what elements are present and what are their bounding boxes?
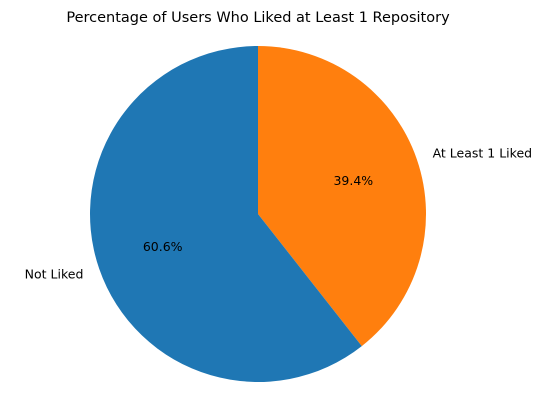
slice-label: At Least 1 Liked: [433, 146, 532, 161]
pie-labels: At Least 1 Liked 39.4% Not Liked 60.6%: [25, 146, 532, 282]
pie-slice-not-liked: [90, 46, 362, 382]
chart-title: Percentage of Users Who Liked at Least 1…: [66, 10, 450, 26]
pie-slice-at-least-1-liked: [258, 46, 427, 347]
pie-slices: [90, 46, 427, 382]
slice-percentage-label: 39.4%: [333, 173, 373, 188]
slice-label: Not Liked: [25, 266, 84, 281]
slice-percentage-label: 60.6%: [143, 239, 183, 254]
